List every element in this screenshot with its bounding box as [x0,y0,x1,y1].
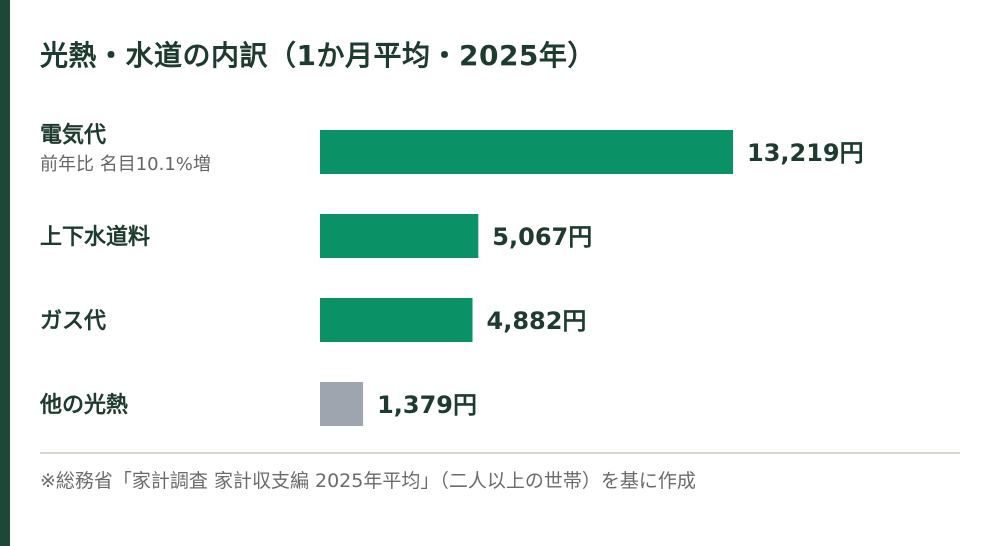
bar [320,382,364,426]
left-accent-bar [0,0,10,546]
source-note: ※総務省「家計調査 家計収支編 2025年平均」（二人以上の世帯）を基に作成 [40,470,696,492]
bar [320,214,479,258]
category-label: 他の光熱 [39,392,128,418]
category-label: ガス代 [40,309,106,334]
value-label: 4,882円 [487,307,587,335]
category-label: 電気代 [40,122,106,148]
value-label: 13,219円 [747,139,864,167]
value-label: 5,067円 [492,223,592,251]
chart-title: 光熱・水道の内訳（1か月平均・2025年） [40,39,596,72]
bar [320,298,473,342]
bar [320,130,733,174]
footer-divider [40,452,960,454]
category-subtitle: 前年比 名目10.1%増 [40,154,211,175]
category-label: 上下水道料 [40,224,150,250]
value-label: 1,379円 [377,391,477,419]
